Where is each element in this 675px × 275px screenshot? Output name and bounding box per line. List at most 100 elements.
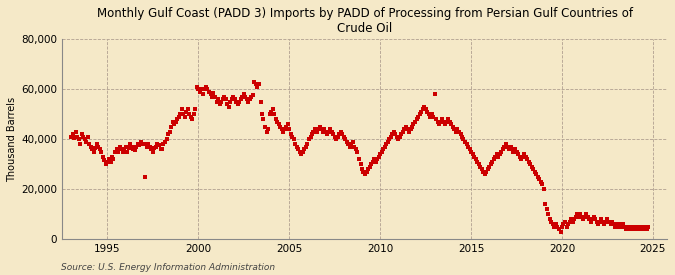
Point <box>102 160 113 164</box>
Point <box>421 107 431 111</box>
Point <box>543 212 554 217</box>
Point <box>545 217 556 222</box>
Point <box>184 112 194 116</box>
Point <box>534 177 545 182</box>
Point <box>200 84 211 89</box>
Point <box>323 130 334 134</box>
Point <box>639 227 649 232</box>
Point <box>331 137 342 141</box>
Point <box>223 104 234 109</box>
Point <box>193 87 204 91</box>
Point <box>603 220 614 224</box>
Point <box>440 122 451 126</box>
Point <box>300 144 311 149</box>
Point <box>358 170 369 174</box>
Point <box>287 134 298 139</box>
Point <box>443 117 454 121</box>
Point <box>276 127 287 131</box>
Point <box>596 217 607 222</box>
Point <box>350 147 361 152</box>
Point <box>261 130 272 134</box>
Point <box>390 132 401 136</box>
Point <box>629 227 640 232</box>
Point <box>533 175 543 179</box>
Point <box>622 225 632 229</box>
Point <box>461 142 472 146</box>
Point <box>408 122 418 126</box>
Point <box>292 144 302 149</box>
Point <box>576 215 587 219</box>
Point <box>625 225 636 229</box>
Point <box>271 119 282 124</box>
Point <box>67 132 78 136</box>
Point <box>334 132 345 136</box>
Point <box>101 162 111 166</box>
Point <box>99 158 110 163</box>
Point <box>186 114 196 119</box>
Point <box>381 142 392 146</box>
Point <box>310 127 321 131</box>
Point <box>378 147 389 152</box>
Point <box>126 144 137 149</box>
Point <box>546 220 557 224</box>
Point <box>455 132 466 136</box>
Point <box>293 147 304 152</box>
Point <box>438 119 449 124</box>
Point <box>236 97 246 101</box>
Point <box>537 182 547 186</box>
Point <box>314 124 325 129</box>
Point <box>237 94 248 99</box>
Point <box>230 97 240 101</box>
Point <box>431 117 441 121</box>
Point <box>196 87 207 91</box>
Point <box>510 147 520 152</box>
Point <box>316 127 327 131</box>
Point <box>516 157 526 161</box>
Point <box>228 94 239 99</box>
Point <box>231 99 242 104</box>
Point <box>449 127 460 131</box>
Point <box>109 150 120 154</box>
Point <box>547 222 558 227</box>
Point <box>605 222 616 227</box>
Point <box>95 147 105 152</box>
Point <box>523 160 534 164</box>
Point <box>614 222 625 227</box>
Point <box>578 217 589 222</box>
Point <box>473 162 484 166</box>
Point <box>483 167 493 171</box>
Point <box>147 150 158 154</box>
Point <box>65 134 76 139</box>
Point <box>458 137 469 141</box>
Point <box>217 97 228 101</box>
Point <box>246 94 256 99</box>
Point <box>144 144 155 149</box>
Point <box>92 142 103 146</box>
Point <box>111 147 122 152</box>
Point <box>143 142 154 146</box>
Point <box>599 222 610 227</box>
Point <box>626 227 637 232</box>
Point <box>406 124 417 129</box>
Point <box>149 146 160 150</box>
Point <box>155 147 166 152</box>
Point <box>176 107 187 111</box>
Point <box>610 225 620 229</box>
Point <box>151 144 161 149</box>
Point <box>398 130 408 134</box>
Point <box>130 148 140 153</box>
Point <box>146 147 157 152</box>
Point <box>479 172 490 177</box>
Point <box>115 147 126 152</box>
Point <box>428 114 439 119</box>
Point <box>468 155 479 159</box>
Point <box>108 157 119 161</box>
Point <box>396 132 407 136</box>
Point <box>205 92 216 96</box>
Point <box>414 112 425 116</box>
Point <box>187 117 198 121</box>
Point <box>282 122 293 126</box>
Point <box>220 97 231 101</box>
Point <box>242 97 252 101</box>
Title: Monthly Gulf Coast (PADD 3) Imports by PADD of Processing from Persian Gulf Coun: Monthly Gulf Coast (PADD 3) Imports by P… <box>97 7 632 35</box>
